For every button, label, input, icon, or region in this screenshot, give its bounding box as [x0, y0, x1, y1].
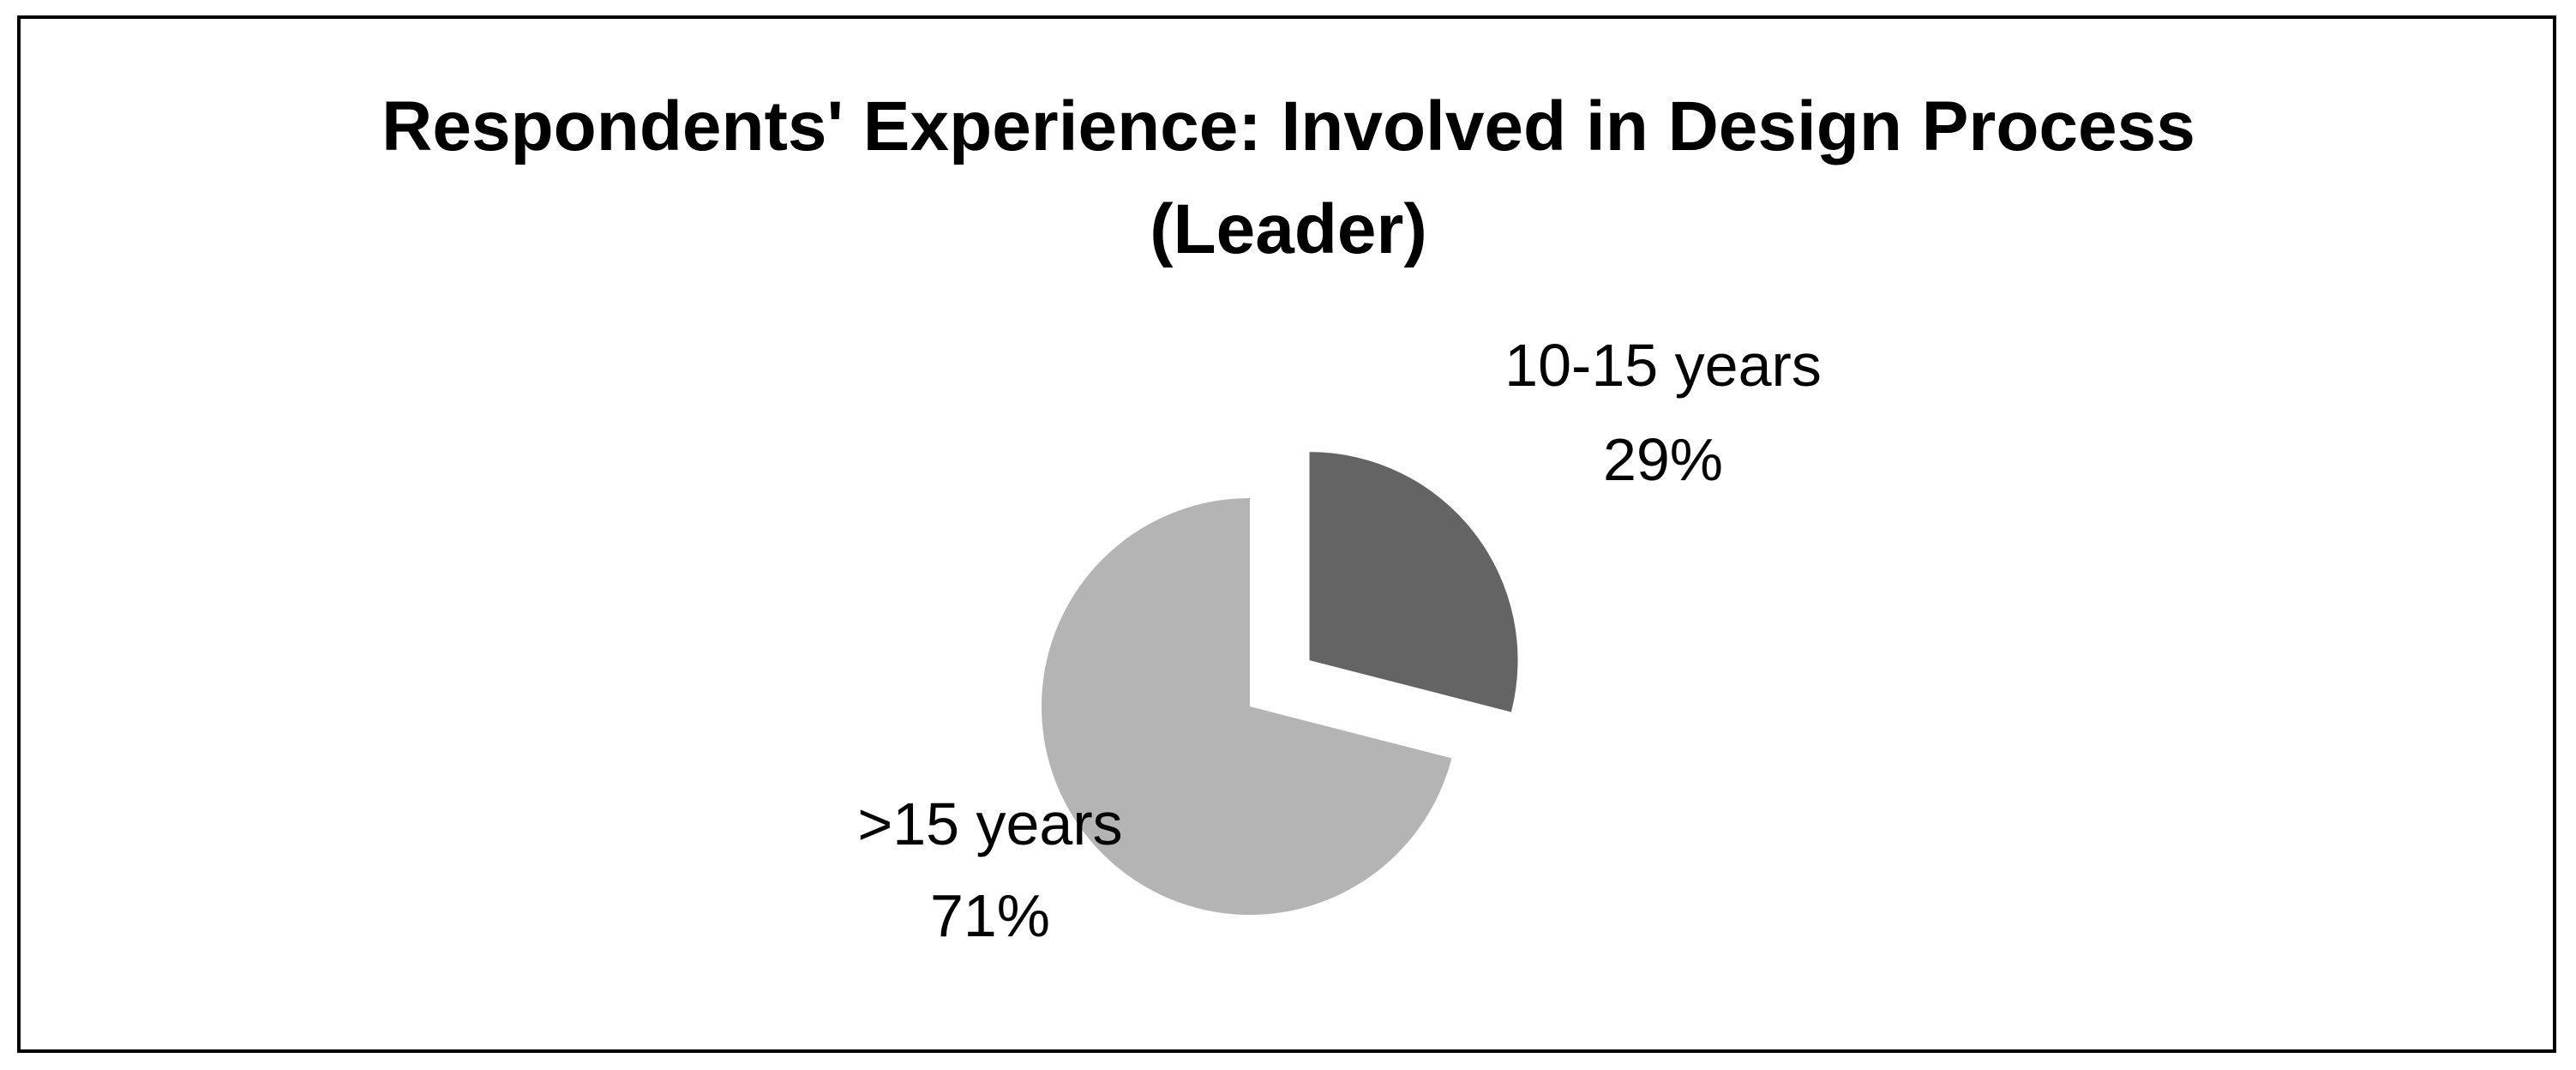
- chart-title-line-1: Respondents' Experience: Involved in Des…: [381, 87, 2195, 165]
- data-label-percent: 29%: [1603, 426, 1723, 493]
- data-label-category: >15 years: [857, 790, 1122, 857]
- data-label-category: 10-15 years: [1504, 332, 1822, 399]
- pie-slices: [1042, 452, 1518, 915]
- pie-slice-over-15-years: [1042, 498, 1452, 915]
- pie-data-labels: 10-15 years 29% >15 years 71%: [857, 332, 1822, 949]
- data-label-percent: 71%: [930, 882, 1050, 949]
- pie-slice-10-15-years: [1309, 452, 1518, 712]
- chart-title: Respondents' Experience: Involved in Des…: [381, 87, 2195, 268]
- chart-title-line-2: (Leader): [1150, 190, 1427, 268]
